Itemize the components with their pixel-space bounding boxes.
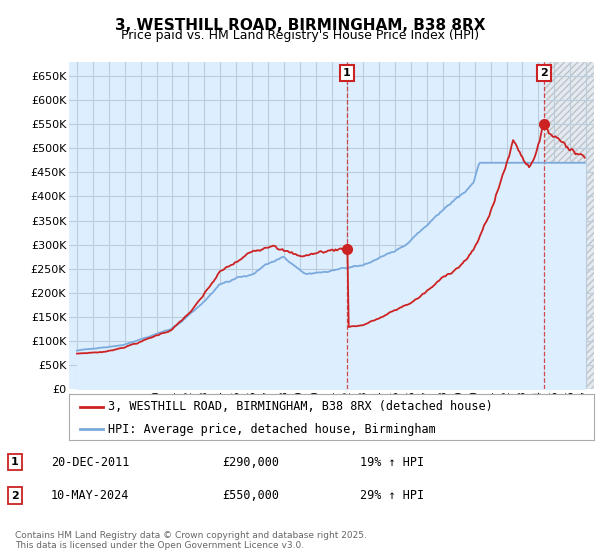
Text: 3, WESTHILL ROAD, BIRMINGHAM, B38 8RX: 3, WESTHILL ROAD, BIRMINGHAM, B38 8RX bbox=[115, 18, 485, 33]
Text: 3, WESTHILL ROAD, BIRMINGHAM, B38 8RX (detached house): 3, WESTHILL ROAD, BIRMINGHAM, B38 8RX (d… bbox=[109, 400, 493, 413]
Text: £290,000: £290,000 bbox=[222, 455, 279, 469]
Text: 2: 2 bbox=[11, 491, 19, 501]
Text: 19% ↑ HPI: 19% ↑ HPI bbox=[360, 455, 424, 469]
Text: 1: 1 bbox=[343, 68, 351, 78]
Text: HPI: Average price, detached house, Birmingham: HPI: Average price, detached house, Birm… bbox=[109, 423, 436, 436]
Text: 20-DEC-2011: 20-DEC-2011 bbox=[51, 455, 130, 469]
Text: 29% ↑ HPI: 29% ↑ HPI bbox=[360, 489, 424, 502]
Bar bbox=[544, 62, 594, 389]
Text: Contains HM Land Registry data © Crown copyright and database right 2025.
This d: Contains HM Land Registry data © Crown c… bbox=[15, 530, 367, 550]
Text: Price paid vs. HM Land Registry's House Price Index (HPI): Price paid vs. HM Land Registry's House … bbox=[121, 29, 479, 42]
Text: £550,000: £550,000 bbox=[222, 489, 279, 502]
Text: 2: 2 bbox=[540, 68, 548, 78]
Text: 10-MAY-2024: 10-MAY-2024 bbox=[51, 489, 130, 502]
Text: 1: 1 bbox=[11, 457, 19, 467]
